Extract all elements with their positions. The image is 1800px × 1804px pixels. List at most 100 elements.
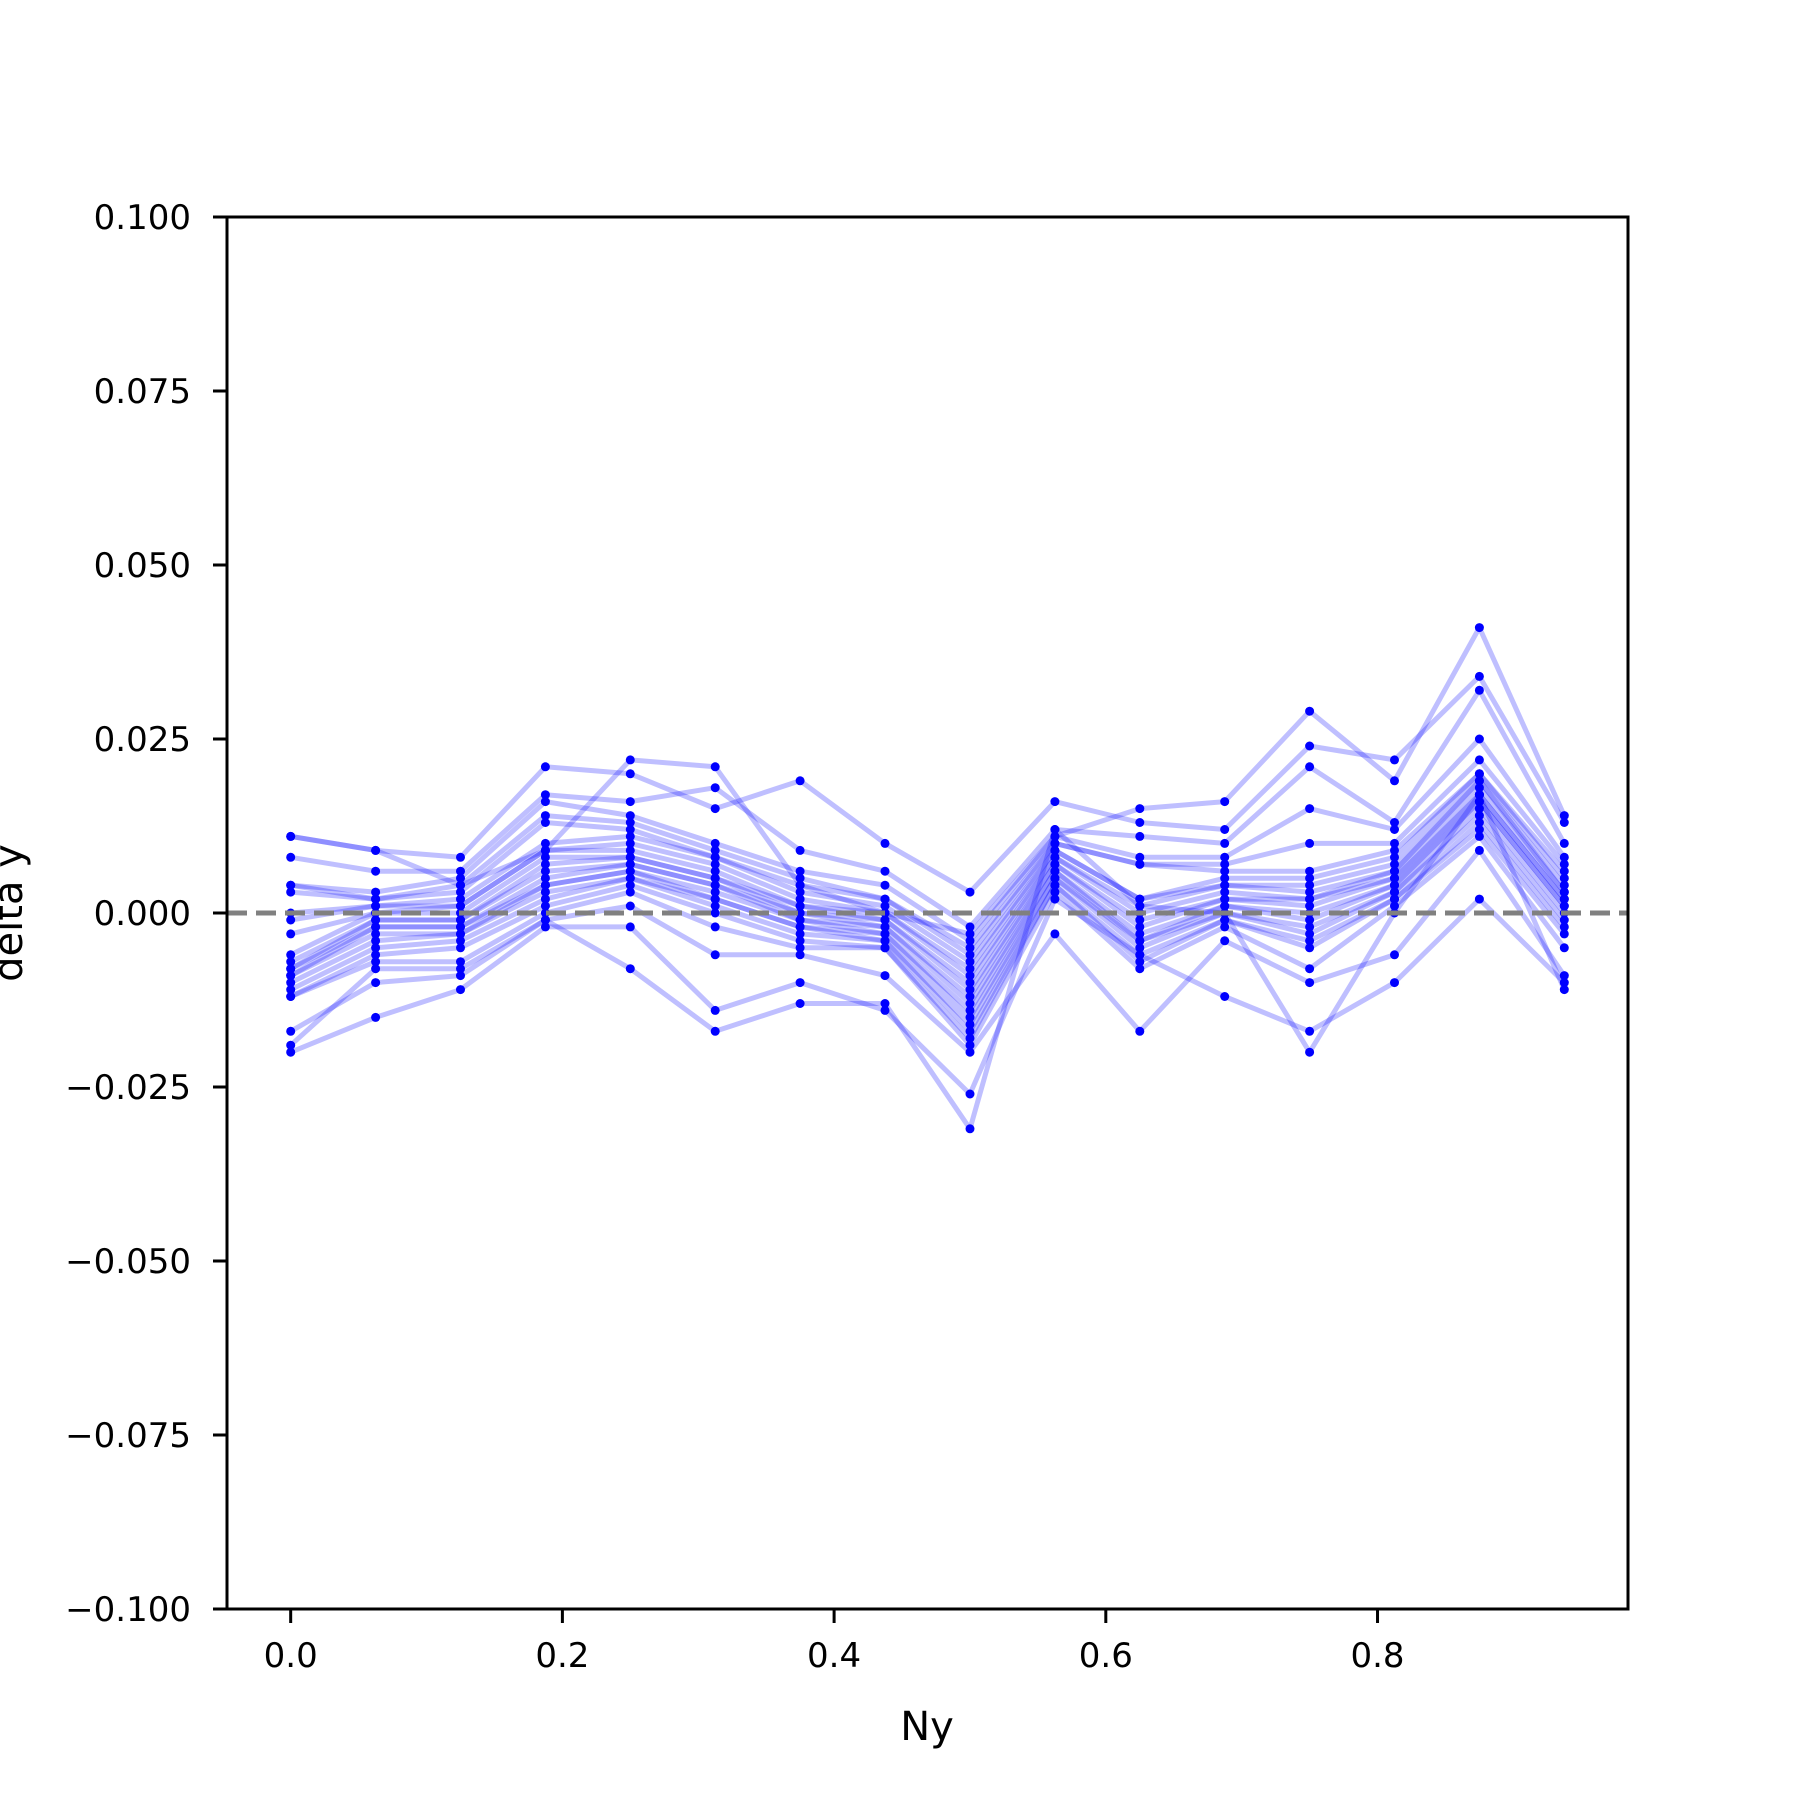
data-point xyxy=(1135,964,1145,974)
data-point xyxy=(1050,845,1060,855)
data-point xyxy=(625,880,635,890)
data-point xyxy=(1050,797,1060,807)
data-point xyxy=(1220,873,1230,883)
data-point xyxy=(1220,825,1230,834)
data-point xyxy=(710,950,720,960)
data-point xyxy=(965,1033,975,1043)
series-line-5 xyxy=(290,757,1567,951)
data-point xyxy=(371,901,381,911)
data-point xyxy=(710,866,720,876)
data-point xyxy=(1390,838,1399,848)
data-point xyxy=(795,776,805,786)
data-point xyxy=(795,999,805,1008)
data-point xyxy=(965,922,975,932)
data-point xyxy=(540,811,550,821)
data-point xyxy=(1559,929,1569,939)
data-point xyxy=(880,901,890,911)
data-point xyxy=(540,845,550,855)
data-point xyxy=(1305,880,1315,890)
data-point xyxy=(625,831,635,841)
data-point xyxy=(1220,838,1230,848)
data-point xyxy=(1050,929,1060,939)
data-point xyxy=(371,950,381,960)
data-point xyxy=(1305,804,1315,814)
data-point xyxy=(1305,762,1315,772)
data-point xyxy=(286,1047,296,1057)
data-point xyxy=(1390,866,1399,876)
data-point xyxy=(1559,922,1569,932)
data-point xyxy=(1305,901,1315,911)
data-point xyxy=(710,908,720,918)
data-point xyxy=(1559,811,1569,821)
data-point xyxy=(1474,845,1484,855)
data-point xyxy=(965,1019,975,1029)
data-point xyxy=(1390,859,1399,869)
data-point xyxy=(1559,852,1569,862)
data-point xyxy=(965,950,975,960)
data-point xyxy=(371,964,381,974)
data-point xyxy=(965,999,975,1008)
data-point xyxy=(540,838,550,848)
data-point xyxy=(1135,901,1145,911)
data-point xyxy=(371,1012,381,1022)
data-point xyxy=(1050,838,1060,848)
data-point xyxy=(1390,776,1399,786)
data-point xyxy=(965,1026,975,1036)
data-point xyxy=(456,873,465,883)
data-point xyxy=(880,936,890,946)
data-point xyxy=(286,950,296,960)
data-point xyxy=(1390,818,1399,827)
data-point xyxy=(710,1026,720,1036)
data-point xyxy=(1220,880,1230,890)
data-point xyxy=(1135,915,1145,925)
y-axis-ticks: 0.100 0.075 0.050 0.025 0.000 −0.025 −0.050 −0.… xyxy=(65,198,227,1630)
data-point xyxy=(1305,1047,1315,1057)
data-point xyxy=(965,936,975,946)
data-point xyxy=(710,852,720,862)
data-point xyxy=(1474,811,1484,821)
data-point xyxy=(456,936,465,946)
data-point xyxy=(625,818,635,827)
data-point xyxy=(965,1012,975,1022)
data-point xyxy=(1474,769,1484,779)
data-point xyxy=(1390,825,1399,834)
data-point xyxy=(1135,852,1145,862)
data-point xyxy=(1135,1026,1145,1036)
x-tick-label: 0.0 xyxy=(264,1636,318,1676)
data-point xyxy=(540,887,550,897)
data-point xyxy=(540,901,550,911)
data-point xyxy=(1474,623,1484,633)
data-point xyxy=(1220,936,1230,946)
series-layer xyxy=(286,623,1569,1134)
data-point xyxy=(286,831,296,841)
data-point xyxy=(880,838,890,848)
x-axis-label: Ny xyxy=(900,1704,954,1750)
series-line-14 xyxy=(289,799,1567,1013)
x-tick-label: 0.6 xyxy=(1079,1636,1133,1676)
data-point xyxy=(286,880,296,890)
data-point xyxy=(456,887,465,897)
data-point xyxy=(456,971,465,981)
series-line-8 xyxy=(290,778,1567,972)
data-point xyxy=(286,929,296,939)
data-point xyxy=(286,957,296,967)
data-point xyxy=(1135,943,1145,953)
data-point xyxy=(1474,797,1484,807)
data-point xyxy=(1305,929,1315,939)
series-line-3 xyxy=(290,687,1567,930)
data-point xyxy=(371,887,381,897)
y-tick-label: −0.050 xyxy=(65,1242,191,1282)
data-point xyxy=(286,915,296,925)
data-point xyxy=(795,929,805,939)
x-axis-ticks: 0.0 0.2 0.4 0.6 0.8 xyxy=(264,1609,1405,1676)
data-point xyxy=(540,894,550,904)
series-line-10 xyxy=(289,785,1567,986)
data-point xyxy=(1135,804,1145,814)
x-tick-label: 0.2 xyxy=(535,1636,589,1676)
data-point xyxy=(456,929,465,939)
data-point xyxy=(1135,831,1145,841)
data-point xyxy=(795,978,805,988)
data-point xyxy=(1135,936,1145,946)
data-point xyxy=(286,971,296,981)
data-point xyxy=(1135,950,1145,960)
